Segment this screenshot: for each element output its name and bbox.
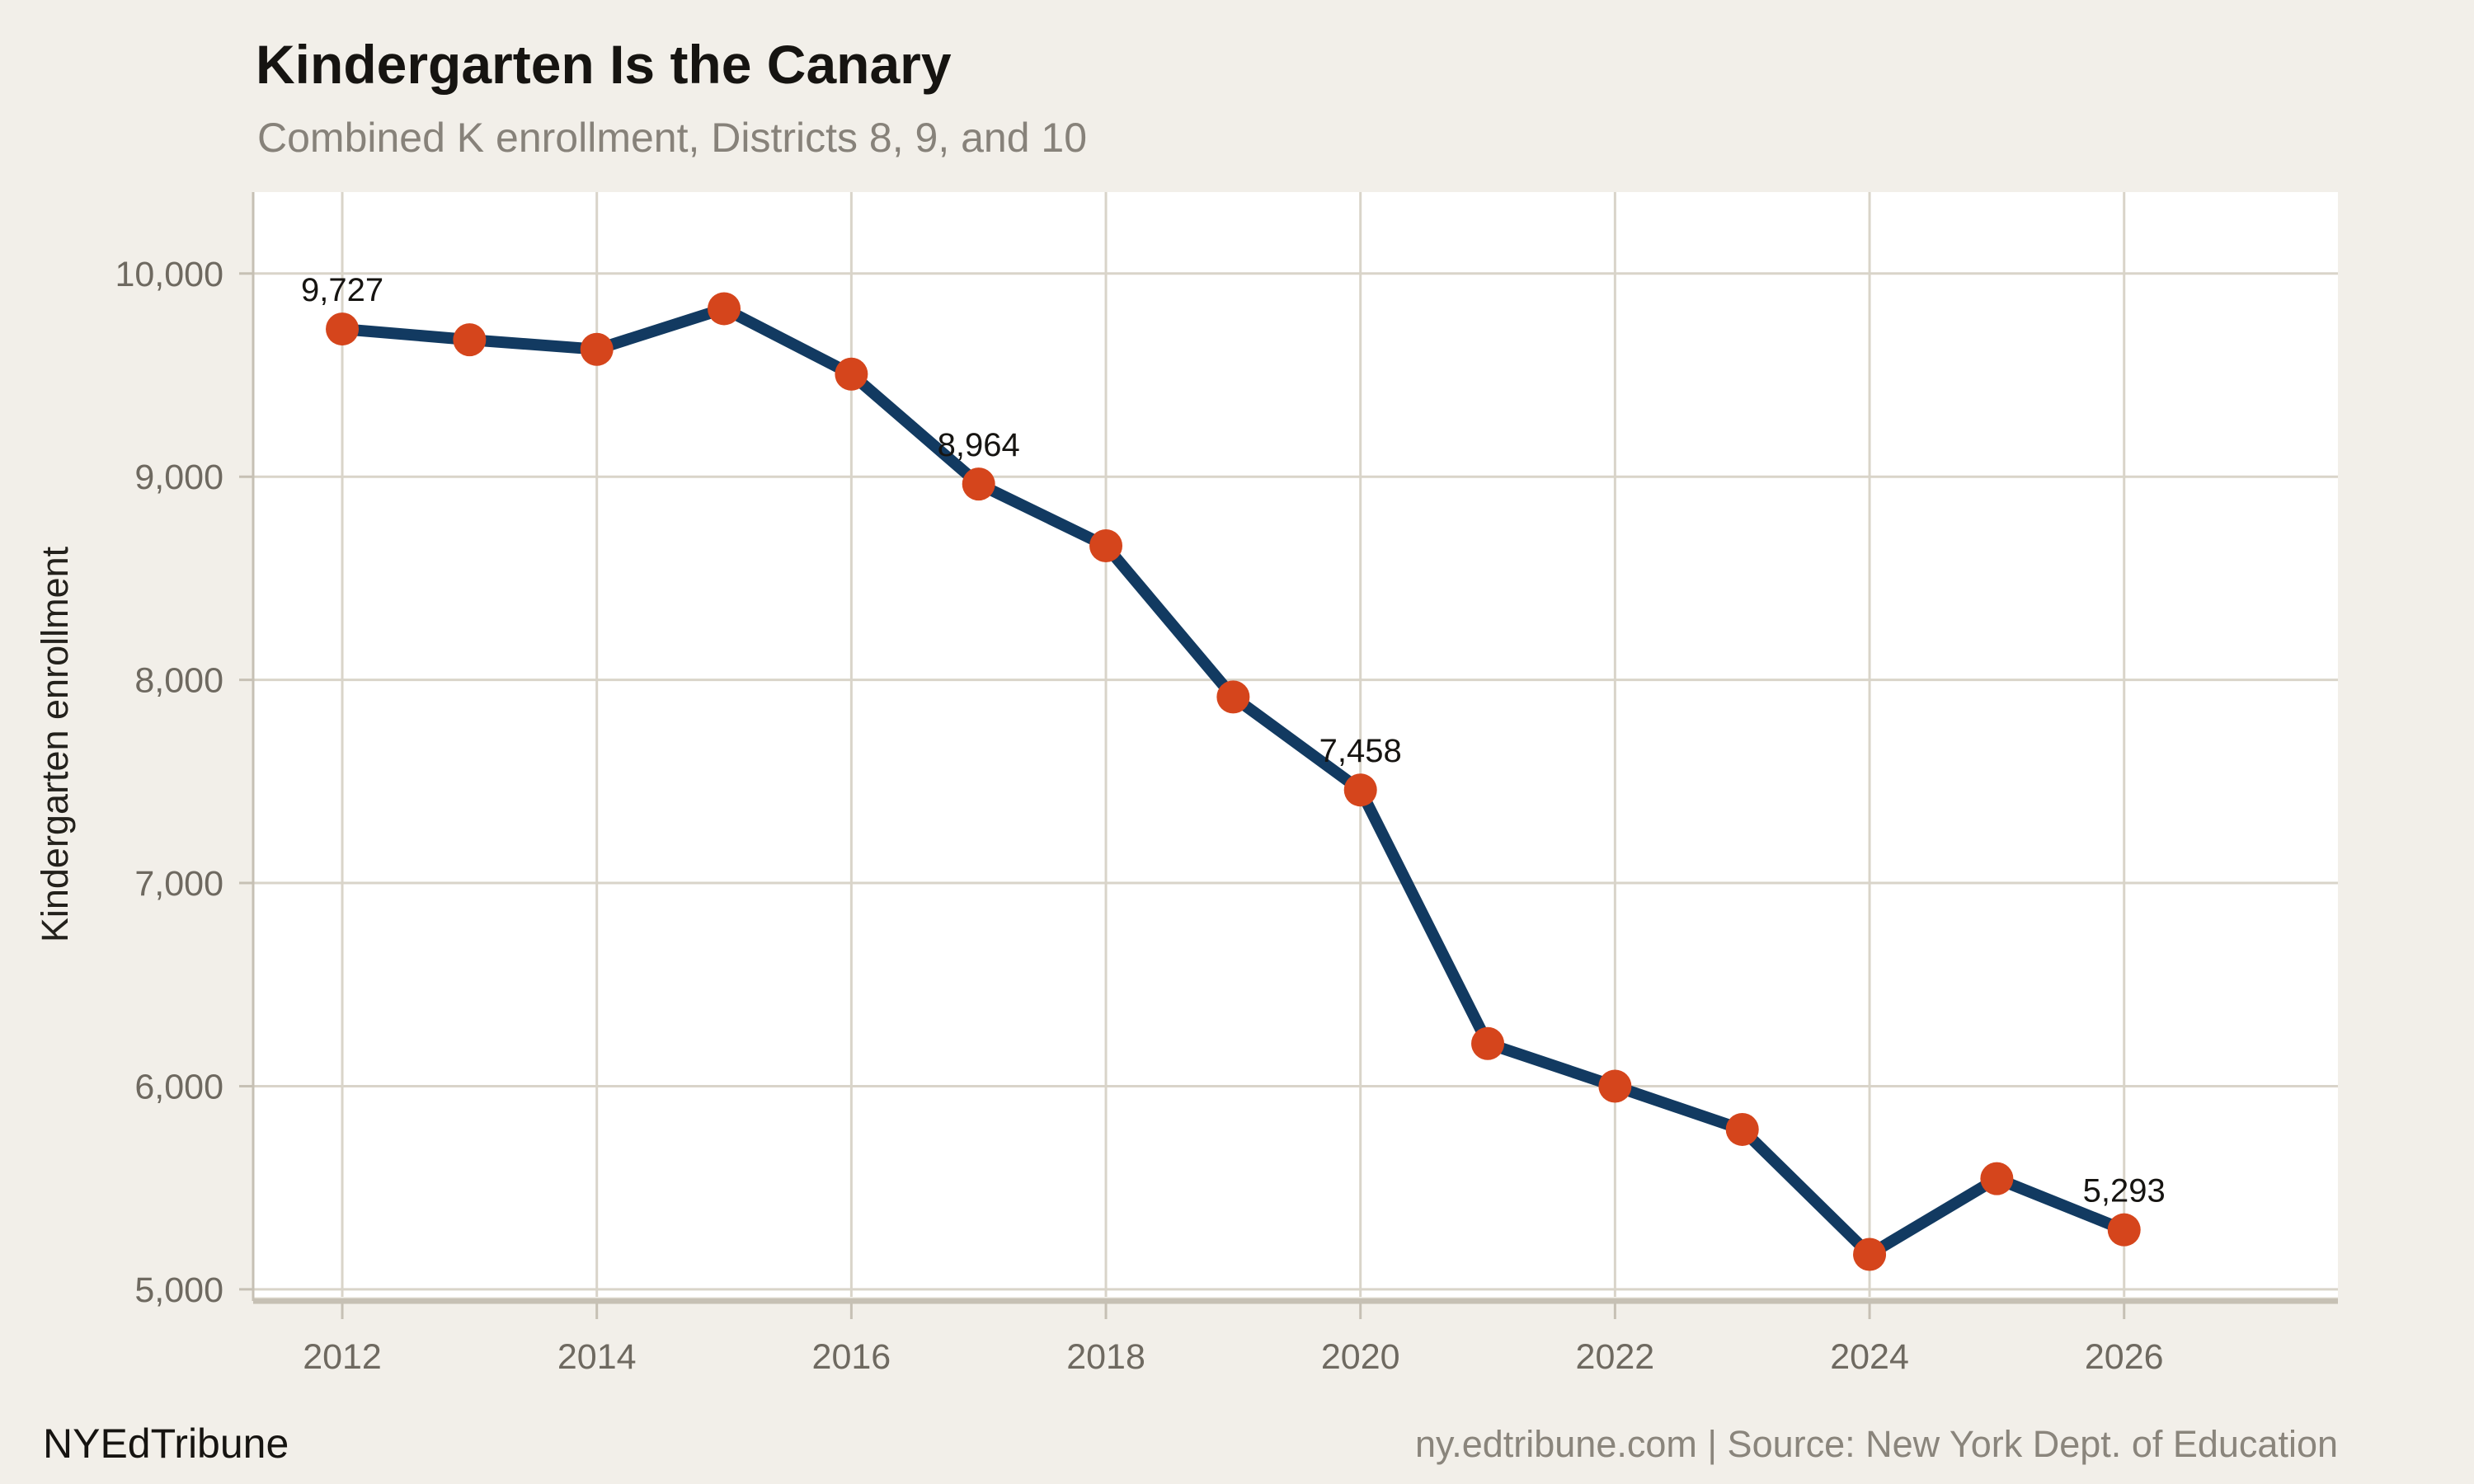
- x-tick-label: 2024: [1830, 1337, 1909, 1377]
- data-point-2016: [835, 357, 868, 391]
- chart-subtitle: Combined K enrollment, Districts 8, 9, a…: [257, 115, 1088, 161]
- data-point-label-2017: 8,964: [938, 427, 1020, 463]
- data-point-2017: [962, 467, 995, 501]
- data-point-2012: [326, 312, 360, 346]
- x-tick-label: 2016: [812, 1337, 891, 1377]
- data-point-2025: [1980, 1162, 2014, 1195]
- data-point-2013: [453, 323, 487, 357]
- data-point-2023: [1725, 1112, 1759, 1146]
- x-tick-label: 2012: [303, 1337, 382, 1377]
- data-point-label-2026: 5,293: [2083, 1173, 2166, 1209]
- data-point-2018: [1089, 529, 1123, 563]
- data-point-2021: [1471, 1026, 1505, 1060]
- x-tick-label: 2020: [1321, 1337, 1400, 1377]
- data-point-2026: [2107, 1213, 2141, 1247]
- data-point-2019: [1216, 680, 1250, 714]
- data-point-2020: [1343, 773, 1377, 807]
- footer-brand: NYEdTribune: [43, 1421, 289, 1467]
- y-tick-label: 7,000: [134, 864, 223, 904]
- footer-source: ny.edtribune.com | Source: New York Dept…: [1415, 1423, 2338, 1465]
- data-point-label-2012: 9,727: [301, 272, 383, 308]
- x-tick-label: 2022: [1576, 1337, 1655, 1377]
- y-tick-label: 9,000: [134, 458, 223, 497]
- chart-title: Kindergarten Is the Canary: [256, 34, 952, 95]
- y-tick-label: 10,000: [115, 255, 223, 294]
- y-tick-label: 8,000: [134, 661, 223, 701]
- data-point-2015: [708, 292, 741, 326]
- y-tick-label: 6,000: [134, 1067, 223, 1106]
- data-point-2022: [1598, 1069, 1632, 1103]
- x-tick-label: 2026: [2085, 1337, 2164, 1377]
- data-point-2024: [1853, 1237, 1887, 1271]
- x-tick-label: 2018: [1066, 1337, 1145, 1377]
- data-point-2014: [580, 332, 614, 366]
- x-tick-label: 2014: [557, 1337, 637, 1377]
- y-axis-title: Kindergarten enrollment: [34, 546, 76, 942]
- data-point-label-2020: 7,458: [1319, 733, 1402, 769]
- y-tick-label: 5,000: [134, 1270, 223, 1310]
